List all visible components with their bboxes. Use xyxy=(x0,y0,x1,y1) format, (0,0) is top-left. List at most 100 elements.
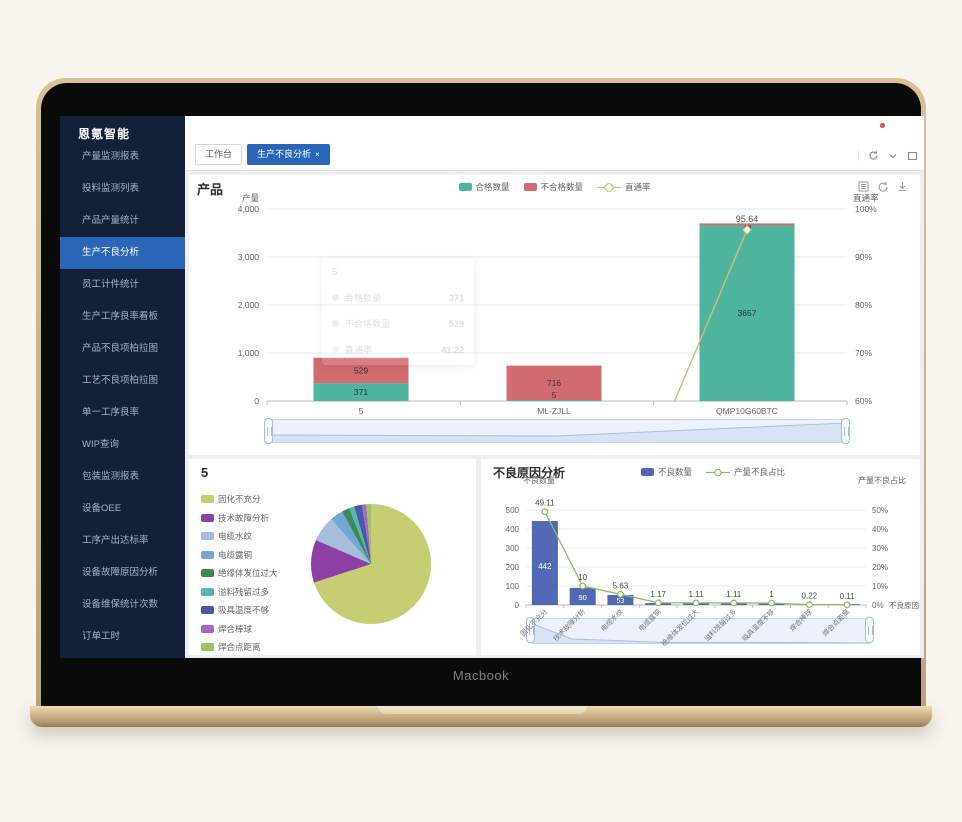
notification-dot-icon[interactable] xyxy=(880,123,885,128)
tabs: 工作台 生产不良分析 × xyxy=(195,144,330,165)
svg-text:80%: 80% xyxy=(855,300,872,310)
datazoom-right-handle[interactable] xyxy=(841,418,850,444)
legend-item[interactable]: 直通率 xyxy=(597,181,651,193)
macbook-label: Macbook xyxy=(452,668,510,683)
brand-logo: 恩氪智能 xyxy=(78,127,131,141)
pareto-bar[interactable] xyxy=(683,603,709,605)
fullscreen-icon[interactable] xyxy=(907,151,918,161)
legend-item[interactable]: 不良数量 xyxy=(641,466,692,478)
sidebar-item-14[interactable]: 设备维保统计次数 xyxy=(82,599,159,610)
svg-text:53: 53 xyxy=(617,598,625,605)
tab-1[interactable]: 生产不良分析 × xyxy=(247,144,330,165)
pareto-point[interactable] xyxy=(805,601,813,608)
sidebar-item-12[interactable]: 工序产出达标率 xyxy=(82,535,149,546)
pareto-datazoom-left-handle[interactable] xyxy=(526,617,535,643)
bar-pass[interactable] xyxy=(699,225,795,401)
refresh-icon[interactable] xyxy=(868,150,879,161)
pie-chart[interactable] xyxy=(311,504,431,624)
svg-text:60%: 60% xyxy=(855,396,872,406)
pie-legend-item-1[interactable]: 技术故障分析 xyxy=(201,510,278,526)
datazoom-slider[interactable] xyxy=(264,418,850,444)
tab-0[interactable]: 工作台 xyxy=(195,144,243,165)
pareto-bar[interactable] xyxy=(834,604,861,605)
tooltip-row: 不合格数量 529 xyxy=(332,317,464,330)
sidebar-item-1[interactable]: 投料监测列表 xyxy=(82,183,140,194)
reload-icon[interactable] xyxy=(877,181,889,193)
pareto-chart-card: 不良原因分析 不良数量 产量不良占比 不良数量 产量不良占比 0 100 200 300 40… xyxy=(481,459,920,655)
pareto-datazoom-slider[interactable] xyxy=(526,617,874,644)
svg-text:30%: 30% xyxy=(872,544,888,553)
pareto-bar[interactable] xyxy=(645,603,672,605)
pie-legend-item-4[interactable]: 绝缘体发位过大 xyxy=(201,565,278,581)
pareto-point[interactable] xyxy=(692,599,700,607)
pareto-bar[interactable] xyxy=(720,603,747,605)
pie-legend-item-2[interactable]: 电缆水纹 xyxy=(201,528,278,544)
pareto-point[interactable] xyxy=(579,582,587,590)
svg-text:不良原因: 不良原因 xyxy=(889,600,919,610)
pareto-point[interactable] xyxy=(654,599,662,607)
svg-text:1.11: 1.11 xyxy=(726,590,742,599)
sidebar-item-5[interactable]: 生产工序良率看板 xyxy=(82,311,159,322)
pie-legend-item-7[interactable]: 焊合棒球 xyxy=(201,621,278,637)
sidebar-item-6[interactable]: 产品不良项柏拉图 xyxy=(82,343,159,354)
list-icon[interactable] xyxy=(858,181,869,192)
tooltip-title: 5 xyxy=(332,267,338,278)
pareto-point[interactable] xyxy=(617,590,624,598)
pareto-line[interactable] xyxy=(544,511,848,606)
legend-item[interactable]: 不合格数量 xyxy=(523,181,583,193)
svg-text:49.11: 49.11 xyxy=(535,499,555,508)
pareto-bar[interactable] xyxy=(531,521,558,605)
pareto-legend: 不良数量 产量不良占比 xyxy=(641,466,785,478)
svg-text:500: 500 xyxy=(506,506,520,515)
svg-text:0.11: 0.11 xyxy=(840,592,856,601)
product-chart-card: 产品 合格数量 不合格数量 直通率 产量 直通率 0 1,000 2,000 3,000 4,0… xyxy=(189,175,920,455)
sidebar-item-15[interactable]: 订单工时 xyxy=(82,631,121,642)
sidebar-item-4[interactable]: 员工计件统计 xyxy=(82,279,140,290)
line-marker[interactable] xyxy=(741,224,753,236)
chevron-down-icon[interactable] xyxy=(888,151,898,161)
pareto-point[interactable] xyxy=(843,601,851,609)
sidebar-item-3[interactable]: 生产不良分析 xyxy=(60,237,185,269)
pie-legend-item-0[interactable]: 固化不充分 xyxy=(201,491,278,507)
svg-text:0: 0 xyxy=(254,396,259,406)
sidebar-item-13[interactable]: 设备故障原因分析 xyxy=(82,567,159,578)
svg-text:20%: 20% xyxy=(872,563,888,572)
tab-label: 生产不良分析 xyxy=(257,149,312,159)
sidebar-item-2[interactable]: 产品产量统计 xyxy=(82,215,140,226)
pareto-point[interactable] xyxy=(541,508,549,516)
sidebar-item-11[interactable]: 设备OEE xyxy=(82,503,122,514)
tab-close-icon[interactable]: × xyxy=(315,150,320,159)
sidebar-item-7[interactable]: 工艺不良项柏拉图 xyxy=(82,375,159,386)
sidebar-menu: 产量监测报表 投料监测列表 产品产量统计生产不良分析员工计件统计生产工序良率看板 产品… xyxy=(60,141,185,653)
legend-item[interactable]: 产量不良占比 xyxy=(706,466,785,478)
pareto-point[interactable] xyxy=(768,599,775,607)
svg-text:5: 5 xyxy=(552,391,557,400)
pie-legend-item-5[interactable]: 溢料残留过多 xyxy=(201,584,278,600)
bar-fail[interactable] xyxy=(506,365,602,400)
pareto-bar[interactable] xyxy=(569,587,596,605)
svg-text:1.17: 1.17 xyxy=(650,590,666,599)
pareto-title: 不良原因分析 xyxy=(493,466,566,480)
pie-legend-item-3[interactable]: 电缆露铜 xyxy=(201,547,278,563)
download-icon[interactable] xyxy=(897,181,908,192)
pareto-bar[interactable] xyxy=(796,604,823,605)
bar-pass[interactable] xyxy=(506,400,602,401)
pie-legend-item-8[interactable]: 焊合点距离 xyxy=(201,639,278,655)
pareto-datazoom-right-handle[interactable] xyxy=(865,617,874,643)
bar-pass[interactable] xyxy=(313,383,409,401)
pie-legend-item-6[interactable]: 吸具温度不够 xyxy=(201,602,278,618)
sidebar-item-8[interactable]: 单一工序良率 xyxy=(82,407,140,418)
legend-item[interactable]: 合格数量 xyxy=(458,181,509,193)
bar-fail[interactable] xyxy=(699,223,795,226)
svg-text:直通率: 直通率 xyxy=(853,193,879,203)
pareto-bar[interactable] xyxy=(758,603,785,605)
sidebar-item-9[interactable]: WIP查询 xyxy=(82,439,119,450)
sidebar-item-10[interactable]: 包装监测报表 xyxy=(82,471,140,482)
pareto-bar[interactable] xyxy=(607,594,634,605)
pareto-point[interactable] xyxy=(730,599,738,607)
sidebar-item-0[interactable]: 产量监测报表 xyxy=(82,151,140,162)
svg-text:4,000: 4,000 xyxy=(238,204,260,214)
svg-text:5: 5 xyxy=(359,406,364,416)
datazoom-left-handle[interactable] xyxy=(264,418,273,444)
svg-text:371: 371 xyxy=(354,387,368,397)
